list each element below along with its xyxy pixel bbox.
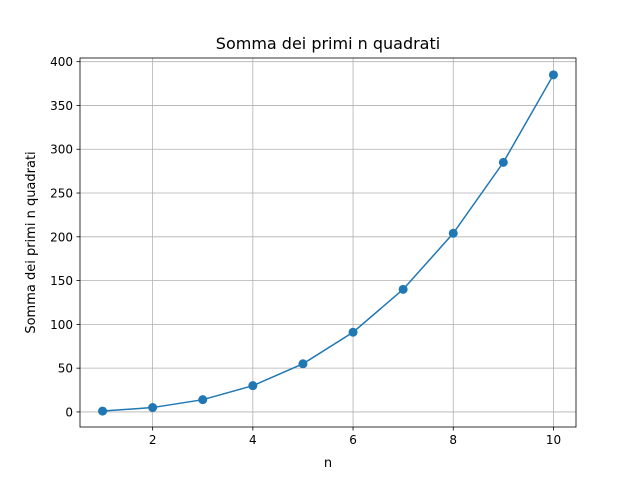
data-point (198, 395, 208, 405)
plot-frame (79, 57, 577, 428)
data-point (398, 284, 408, 294)
x-tick-label: 4 (249, 433, 257, 447)
y-tick-label: 200 (50, 230, 73, 244)
x-tick-label: 2 (149, 433, 157, 447)
data-point (248, 381, 258, 391)
y-tick-label: 50 (58, 362, 73, 376)
y-tick-label: 250 (50, 187, 73, 201)
x-tick-label: 10 (546, 433, 561, 447)
y-tick-label: 400 (50, 55, 73, 69)
series-layer (98, 70, 558, 416)
y-tick-label: 150 (50, 274, 73, 288)
data-point (448, 228, 458, 238)
series-line (102, 74, 555, 412)
y-tick-label: 100 (50, 318, 73, 332)
data-point (548, 70, 558, 80)
x-axis-label: n (324, 456, 332, 471)
y-tick-label: 350 (50, 99, 73, 113)
grid (80, 58, 576, 427)
y-axis-label: Somma dei primi n quadrati (24, 151, 39, 333)
x-tick-label: 6 (349, 433, 357, 447)
data-point (348, 327, 358, 337)
chart-title: Somma dei primi n quadrati (216, 34, 440, 53)
y-tick-label: 300 (50, 143, 73, 157)
data-point (298, 359, 308, 369)
data-point (148, 403, 158, 413)
data-point (498, 157, 508, 167)
y-tick-label: 0 (65, 405, 73, 419)
x-tick-label: 8 (449, 433, 457, 447)
data-point (98, 406, 108, 416)
